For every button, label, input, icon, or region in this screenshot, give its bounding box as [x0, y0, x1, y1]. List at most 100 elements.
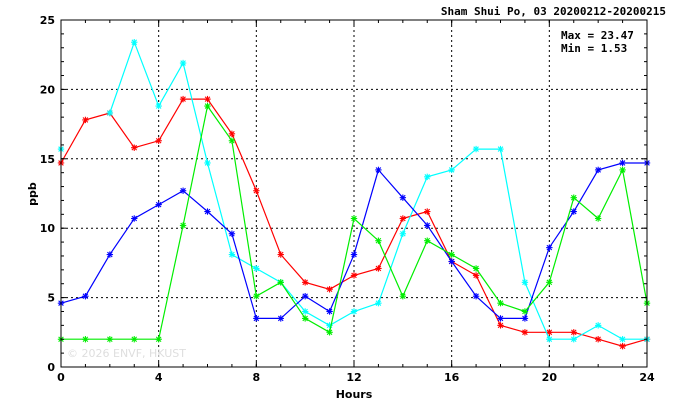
data-point [424, 208, 431, 215]
data-point [106, 109, 114, 117]
data-point [204, 95, 211, 103]
data-point [594, 166, 602, 174]
data-point [253, 265, 260, 272]
data-point [277, 251, 284, 258]
y-tick-label: 5 [47, 292, 55, 305]
data-point [228, 251, 236, 258]
y-tick-label: 0 [47, 361, 55, 374]
data-point [131, 215, 138, 222]
data-point [472, 145, 480, 153]
data-point [204, 159, 211, 167]
data-point [326, 286, 333, 293]
data-point [619, 166, 626, 174]
data-point [350, 251, 358, 258]
data-point [619, 336, 626, 343]
data-point [131, 39, 138, 46]
data-point [399, 230, 407, 237]
data-point [570, 329, 577, 336]
data-point [301, 293, 309, 300]
data-point [546, 336, 553, 343]
data-point [570, 208, 577, 215]
series-3 [57, 102, 651, 343]
data-point [131, 144, 138, 151]
data-point [570, 194, 577, 201]
data-point [155, 336, 162, 343]
data-point [326, 308, 333, 315]
plot-area [61, 20, 647, 367]
data-point [253, 293, 260, 300]
data-point [82, 336, 89, 343]
data-point [497, 299, 504, 307]
data-point [399, 194, 407, 201]
data-point [301, 279, 309, 286]
data-point [350, 215, 358, 222]
min-label: Min = 1.53 [561, 42, 627, 55]
data-point [521, 308, 529, 315]
data-point [424, 222, 431, 229]
data-point [472, 293, 480, 300]
data-point [424, 237, 431, 244]
data-point [375, 237, 382, 244]
y-tick-label: 20 [40, 83, 56, 96]
watermark: © 2026 ENVF, HKUST [67, 347, 186, 360]
data-point [301, 308, 309, 315]
chart-title: Sham Shui Po, 03 20200212-20200215 [441, 5, 666, 18]
data-point [448, 251, 455, 258]
y-axis: 0 5 10 15 20 25 [40, 14, 647, 374]
data-point [277, 279, 284, 286]
data-point [375, 299, 382, 307]
data-point [350, 308, 358, 315]
data-point [326, 329, 333, 336]
data-point [131, 336, 138, 343]
data-point [594, 215, 602, 222]
data-point [448, 258, 455, 265]
x-tick-label: 8 [253, 371, 261, 384]
data-point [228, 130, 236, 138]
data-point [277, 315, 284, 322]
data-point [253, 187, 260, 194]
data-point [424, 173, 431, 181]
data-point [570, 336, 577, 343]
data-point [179, 95, 187, 103]
data-point [399, 215, 407, 222]
x-tick-label: 20 [542, 371, 558, 384]
series-layer [57, 39, 651, 350]
data-point [179, 59, 187, 67]
data-point [497, 322, 504, 329]
data-point [253, 315, 260, 322]
data-point [594, 322, 602, 329]
data-point [106, 251, 114, 258]
data-point [228, 230, 236, 237]
data-point [375, 166, 382, 174]
x-tick-label: 12 [346, 371, 361, 384]
data-point [472, 272, 480, 279]
data-point [155, 137, 162, 144]
data-point [619, 342, 626, 350]
data-point [497, 315, 504, 322]
data-point [546, 279, 553, 286]
data-point [375, 265, 382, 272]
data-point [350, 272, 358, 279]
max-label: Max = 23.47 [561, 29, 634, 42]
x-tick-label: 4 [155, 371, 163, 384]
data-point [179, 187, 187, 194]
x-axis: 0 4 8 12 16 20 24 [57, 20, 655, 384]
data-point [399, 293, 407, 300]
y-tick-label: 15 [40, 153, 55, 166]
y-tick-label: 10 [40, 222, 56, 235]
x-tick-label: 16 [444, 371, 460, 384]
data-point [155, 201, 162, 208]
data-point [546, 244, 553, 251]
data-point [521, 315, 529, 322]
y-tick-label: 25 [40, 14, 55, 27]
data-point [546, 329, 553, 336]
data-point [155, 102, 162, 110]
data-point [82, 293, 89, 300]
data-point [497, 145, 504, 153]
data-point [521, 329, 529, 336]
data-point [521, 279, 529, 286]
data-point [301, 315, 309, 322]
y-axis-label: ppb [26, 182, 39, 206]
data-point [179, 222, 187, 229]
data-point [448, 166, 455, 174]
